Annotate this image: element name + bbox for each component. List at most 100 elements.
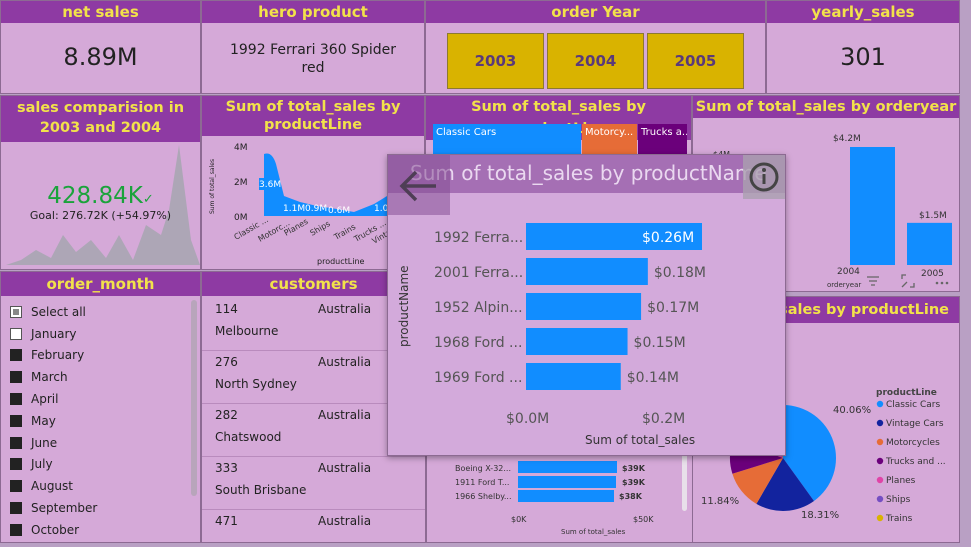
bottom-bars-svg: Boeing X-32... 1911 Ford T... 1966 Shelb…: [455, 461, 654, 536]
customer-country: Australia: [318, 355, 372, 369]
bar[interactable]: [526, 223, 702, 250]
month-option[interactable]: January: [1, 323, 191, 345]
category-label: 1952 Alpin...: [434, 300, 523, 316]
month-label: January: [31, 326, 77, 341]
year-button-2003[interactable]: 2003: [447, 33, 544, 89]
bar[interactable]: [526, 328, 628, 355]
productline-area-chart: Sum of total_sales by productLine Sum of…: [201, 95, 425, 270]
y-tick: 4M: [234, 143, 248, 153]
customer-id: 282: [215, 408, 238, 422]
table-row[interactable]: 276 Australia North Sydney: [202, 351, 425, 404]
customer-rows: 114 Australia Melbourne 276 Australia North S…: [202, 298, 425, 542]
hero-product-card: hero product 1992 Ferrari 360 Spider red: [201, 0, 425, 94]
bar-label: Boeing X-32...: [455, 464, 511, 473]
year-button-2005[interactable]: 2005: [647, 33, 744, 89]
checkbox[interactable]: [10, 480, 22, 493]
data-label: $1.5M: [919, 211, 947, 221]
customer-city: North Sydney: [215, 377, 297, 391]
bar: [518, 490, 614, 502]
treemap-cell-trucks[interactable]: Trucks a...: [638, 124, 687, 156]
month-option[interactable]: September: [1, 497, 191, 519]
month-option[interactable]: July: [1, 454, 191, 476]
year-button-2004[interactable]: 2004: [547, 33, 644, 89]
customer-country: Australia: [318, 302, 372, 316]
checkbox[interactable]: [10, 523, 22, 536]
legend-label[interactable]: Motorcycles: [886, 438, 940, 448]
bar[interactable]: [907, 222, 952, 265]
customer-country: Australia: [318, 408, 372, 422]
month-option[interactable]: April: [1, 388, 191, 410]
month-label: June: [31, 435, 58, 450]
month-option[interactable]: March: [1, 366, 191, 388]
data-label: 3.6M: [259, 180, 281, 190]
legend-label[interactable]: Planes: [886, 476, 916, 486]
customer-country: Australia: [318, 514, 372, 528]
productline-area-title: Sum of total_sales by productLine: [202, 96, 424, 136]
checkbox[interactable]: [10, 436, 22, 449]
month-option[interactable]: February: [1, 345, 191, 367]
info-button[interactable]: [743, 155, 785, 199]
checkbox[interactable]: [10, 458, 22, 471]
customer-country: Australia: [318, 461, 372, 475]
legend-title: productLine: [876, 388, 937, 398]
month-option[interactable]: June: [1, 432, 191, 454]
orderyear-svg: $4M $4.2M $1.5M 2004 2005 orderyear: [713, 134, 952, 289]
back-to-report-button[interactable]: [388, 155, 450, 215]
treemap-cell-label: Classic Cars: [436, 127, 497, 138]
month-option[interactable]: October: [1, 519, 191, 541]
bar[interactable]: [526, 258, 648, 285]
pie-slice[interactable]: [756, 458, 814, 511]
legend-label[interactable]: Ships: [886, 495, 911, 505]
month-label: April: [31, 392, 59, 407]
scrollbar[interactable]: [682, 445, 687, 511]
legend-label[interactable]: Classic Cars: [886, 400, 940, 410]
table-row[interactable]: 282 Australia Chatswood: [202, 404, 425, 457]
checkbox[interactable]: [10, 305, 22, 318]
yearly-sales-value: 301: [840, 43, 886, 71]
x-tick: $0.2M: [642, 411, 685, 427]
data-label: 1.1M: [283, 204, 305, 214]
focus-mode-icon[interactable]: [901, 274, 915, 288]
filter-icon[interactable]: [866, 276, 880, 286]
data-label: $0.17M: [647, 300, 699, 316]
data-label-bg: [259, 178, 279, 190]
table-row[interactable]: 114 Australia Melbourne: [202, 298, 425, 351]
checkbox[interactable]: [10, 414, 22, 427]
bar[interactable]: [526, 293, 642, 320]
treemap-cell-motorcycles[interactable]: Motorcy...: [582, 124, 637, 156]
month-option[interactable]: May: [1, 410, 191, 432]
pie-data-label: 40.06%: [833, 405, 871, 416]
back-arrow-icon: [399, 170, 436, 202]
legend-label[interactable]: Trucks and ...: [885, 457, 946, 467]
data-label: $38K: [619, 492, 643, 501]
scrollbar[interactable]: [191, 300, 197, 496]
hero-product-value: 1992 Ferrari 360 Spider red: [229, 42, 396, 76]
checkbox[interactable]: [10, 327, 22, 340]
customer-id: 114: [215, 302, 238, 316]
month-label: Select all: [31, 304, 86, 319]
checkbox[interactable]: [10, 393, 22, 406]
table-row[interactable]: 333 Australia South Brisbane: [202, 457, 425, 510]
more-options-icon[interactable]: [935, 280, 949, 286]
pie-slice[interactable]: [732, 458, 783, 504]
y-axis-label: productName: [397, 265, 411, 347]
month-label: February: [31, 348, 85, 363]
month-option[interactable]: Select all: [1, 301, 191, 323]
legend-label[interactable]: Trains: [885, 514, 913, 524]
checkbox[interactable]: [10, 502, 22, 515]
month-option[interactable]: August: [1, 475, 191, 497]
treemap-cell-label: Motorcy...: [585, 127, 634, 138]
data-label: $0.14M: [627, 370, 679, 386]
month-label: October: [31, 522, 80, 537]
checkbox[interactable]: [10, 349, 22, 362]
treemap-cell-classic-cars[interactable]: Classic Cars: [433, 124, 581, 156]
checkbox[interactable]: [10, 371, 22, 384]
focus-mode-visual: Sum of total_sales by productName produc…: [387, 154, 786, 456]
legend-label[interactable]: Vintage Cars: [886, 419, 944, 429]
treemap-cell-label: Trucks a...: [641, 127, 687, 138]
table-row[interactable]: 471 Australia: [202, 510, 425, 542]
pie-slice[interactable]: [783, 405, 836, 501]
x-axis-label: orderyear: [827, 281, 861, 289]
bar[interactable]: [526, 363, 621, 390]
bar[interactable]: [850, 147, 895, 265]
